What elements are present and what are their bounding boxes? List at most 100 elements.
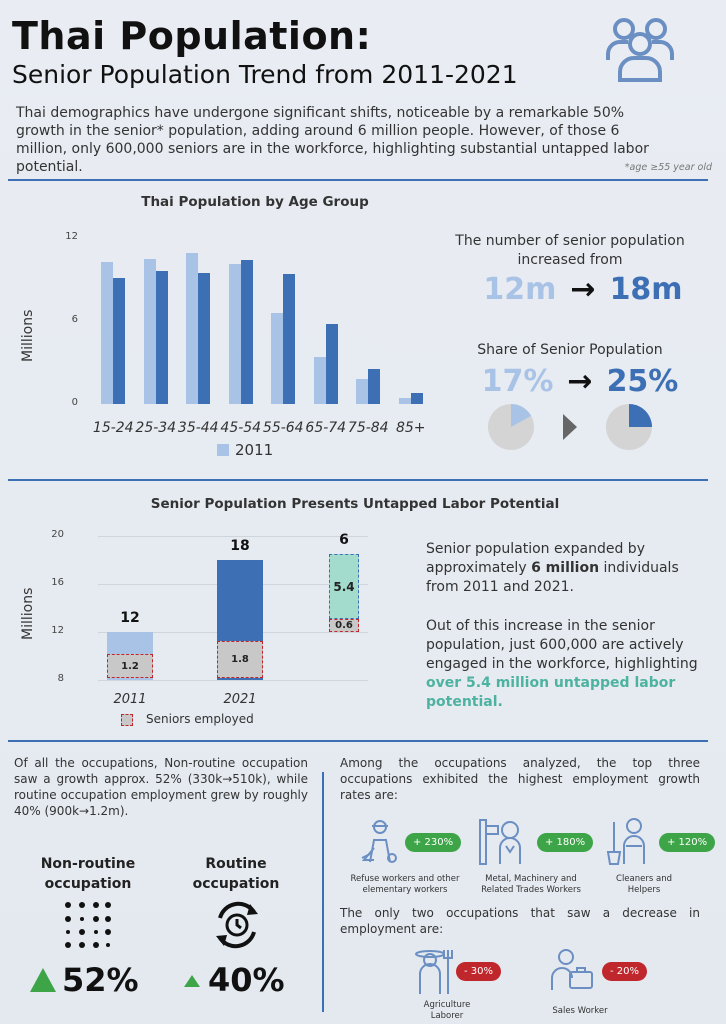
nonroutine-label: Non-routine occupation xyxy=(40,856,136,892)
bar xyxy=(143,258,156,404)
x-tick-label: 35-44 xyxy=(177,420,219,436)
growth-badge: + 230% xyxy=(405,833,462,852)
machinery-worker-icon xyxy=(479,819,521,865)
triangle-up-icon xyxy=(30,968,56,992)
y-tick-label: 20 xyxy=(51,529,64,540)
share-pie-2021 xyxy=(606,404,652,450)
employed-segment: 1.8 xyxy=(217,641,263,678)
bar-total-label: 6 xyxy=(339,532,349,549)
gridline xyxy=(98,536,368,537)
x-tick-label: 55-64 xyxy=(262,420,304,436)
arrow-icon: → xyxy=(570,272,596,307)
y-tick-label: 6 xyxy=(71,314,78,325)
occupation-caption: Sales Worker xyxy=(552,1006,608,1016)
x-tick-label: 45-54 xyxy=(220,420,262,436)
employed-segment: 1.2 xyxy=(107,654,153,678)
untapped-segment: 5.4 xyxy=(329,554,359,620)
senior-to: 18m xyxy=(609,272,683,307)
increase-values: 12m → 18m xyxy=(478,272,688,307)
senior-from: 12m xyxy=(483,272,557,307)
x-tick-label: 75-84 xyxy=(347,420,389,436)
age-note: *age ≥55 year old xyxy=(624,162,712,173)
legend-label-2011: 2011 xyxy=(235,441,274,459)
decrease-text: The only two occupations that saw a decr… xyxy=(340,906,700,936)
legend-swatch-2011 xyxy=(217,444,229,456)
share-label: Share of Senior Population xyxy=(477,342,663,358)
cycle-clock-icon xyxy=(216,901,258,949)
share-to: 25% xyxy=(606,364,679,399)
cleaner-icon xyxy=(606,818,645,865)
sales-worker-icon xyxy=(551,949,593,990)
share-from: 17% xyxy=(481,364,554,399)
chart2-title: Senior Population Presents Untapped Labo… xyxy=(150,496,560,512)
bar xyxy=(113,278,126,404)
routine-label: Routine occupation xyxy=(192,856,280,892)
bar xyxy=(398,398,411,404)
intro-paragraph: Thai demographics have undergone signifi… xyxy=(16,105,649,175)
y-tick-label: 16 xyxy=(51,577,64,588)
growth-badge: + 120% xyxy=(659,833,716,852)
bar xyxy=(356,379,369,404)
y-tick-label: 12 xyxy=(65,231,78,242)
bar xyxy=(410,392,423,404)
growth-badge: + 180% xyxy=(537,833,594,852)
refuse-worker-icon xyxy=(361,820,397,863)
occupation-caption: Agriculture Laborer xyxy=(423,1000,471,1021)
x-tick-label: 15-24 xyxy=(92,420,134,436)
labor-paragraph-2: Out of this increase in the senior popul… xyxy=(426,618,698,710)
x-tick-label: 25-34 xyxy=(135,420,177,436)
routine-value: 40% xyxy=(208,961,285,999)
bar-total-label: 18 xyxy=(230,538,250,554)
decrease-badge: - 30% xyxy=(456,962,502,981)
gridline xyxy=(98,680,368,681)
bar xyxy=(368,369,381,404)
bar xyxy=(101,261,114,404)
bar xyxy=(313,356,326,404)
decrease-badge: - 20% xyxy=(602,962,648,981)
chart1-plot: 0 6 12 15-24 25-34 35-44 45-54 55-64 65-74 75-84 8… xyxy=(0,0,726,480)
share-pie-2011 xyxy=(488,404,534,450)
bar xyxy=(198,272,211,404)
arrow-icon xyxy=(563,414,577,440)
x-tick-label: 2021 xyxy=(223,692,257,707)
chart2-plot: 8 12 16 20 1.2 12 2011 1.8 18 2021 0.6 5.4 6 xyxy=(51,529,368,707)
divider xyxy=(8,179,708,181)
y-tick-label: 12 xyxy=(51,625,64,636)
vertical-divider xyxy=(322,772,324,1012)
x-tick-label: 65-74 xyxy=(305,420,347,436)
triangle-up-icon xyxy=(184,975,200,987)
bar xyxy=(228,264,241,404)
bar xyxy=(240,260,253,404)
increase-label: The number of senior population increase… xyxy=(455,233,685,268)
page-subtitle: Senior Population Trend from 2011-2021 xyxy=(12,60,518,89)
occupation-caption: Refuse workers and other elementary work… xyxy=(350,874,460,895)
bar xyxy=(155,271,168,404)
nonroutine-value: 52% xyxy=(62,961,139,999)
divider xyxy=(8,479,708,481)
legend-label-employed: Seniors employed xyxy=(146,712,254,726)
bar xyxy=(186,253,199,404)
y-tick-label: 0 xyxy=(71,397,78,408)
y-tick-label: 8 xyxy=(57,673,64,684)
arrow-icon: → xyxy=(567,364,593,399)
farmer-icon xyxy=(415,950,453,994)
bar-total-label: 12 xyxy=(120,610,140,626)
top-occupations-text: Among the occupations analyzed, the top … xyxy=(340,756,700,802)
bar xyxy=(283,273,296,404)
page-title: Thai Population: xyxy=(12,14,372,58)
share-values: 17% → 25% xyxy=(470,364,690,399)
bar xyxy=(271,312,284,404)
divider xyxy=(8,740,708,742)
x-tick-label: 2011 xyxy=(113,692,147,707)
x-tick-label: 85+ xyxy=(395,420,426,436)
dots-grid-icon xyxy=(65,902,111,948)
legend-swatch-employed xyxy=(121,714,133,726)
share-pies xyxy=(488,404,652,450)
occupation-caption: Metal, Machinery and Related Trades Work… xyxy=(481,874,581,895)
occupation-caption: Cleaners and Helpers xyxy=(616,874,672,895)
employed-segment: 0.6 xyxy=(329,619,359,632)
people-group-icon xyxy=(606,18,674,82)
labor-paragraph-1: Senior population expanded by approximat… xyxy=(426,541,679,595)
bar xyxy=(325,323,338,404)
chart1-title: Thai Population by Age Group xyxy=(141,194,369,210)
